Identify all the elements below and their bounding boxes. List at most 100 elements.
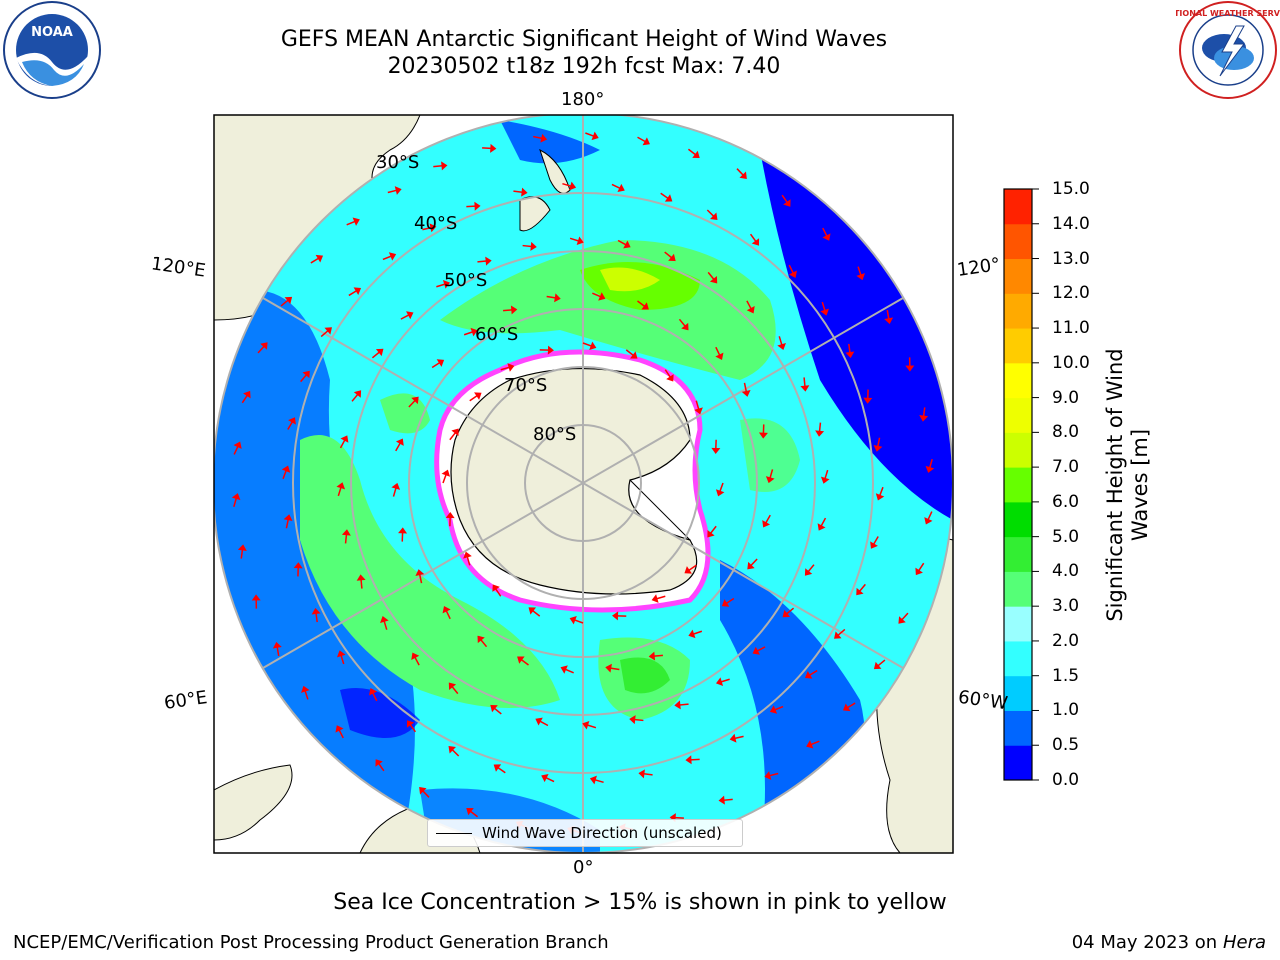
wave-direction-arrowhead (919, 415, 929, 422)
wave-direction-arrowhead (231, 493, 241, 501)
colorbar-segment (1004, 189, 1032, 225)
lat-label-60: 60°S (475, 324, 519, 345)
wave-direction-arrowhead (554, 293, 561, 303)
wave-direction-arrow (233, 445, 239, 455)
wave-direction-arrow (774, 705, 784, 711)
wave-direction-arrowhead (739, 171, 747, 179)
wave-direction-arrowhead (707, 529, 715, 538)
wave-direction-arrow (371, 351, 380, 359)
wave-direction-arrowhead (612, 611, 619, 621)
lat-label-30: 30°S (376, 152, 420, 173)
wave-direction-arrow (810, 740, 820, 746)
wave-direction-arrow (383, 620, 388, 630)
wave-direction-arrowhead (718, 795, 725, 805)
wave-direction-arrowhead (710, 212, 718, 220)
wave-direction-arrowhead (470, 327, 478, 337)
wave-direction-arrow (400, 314, 410, 320)
wave-direction-arrow (720, 678, 730, 683)
colorbar-segment (1004, 362, 1032, 399)
wave-direction-arrowhead (293, 562, 303, 569)
colorbar-tick-label: 10.0 (1052, 352, 1090, 373)
colorbar-tick-label: 15.0 (1052, 179, 1090, 199)
colorbar-tick-label: 12.0 (1052, 283, 1090, 304)
wave-direction-arrow (346, 220, 356, 226)
footer-date: 04 May 2023 on Hera (1071, 932, 1266, 953)
wave-direction-arrowhead (233, 441, 242, 449)
colorbar-tick-label: 11.0 (1052, 318, 1090, 339)
wave-direction-arrowhead (283, 514, 293, 522)
wave-direction-arrow (778, 336, 783, 346)
wave-direction-arrowhead (391, 482, 401, 490)
wave-direction-arrowhead (863, 397, 873, 404)
wave-direction-arrowhead (411, 396, 419, 405)
colorbar-segment (1004, 606, 1032, 642)
wave-direction-arrowhead (448, 682, 457, 691)
wave-direction-arrow (339, 439, 346, 449)
nws-logo: NATIONAL WEATHER SERVICE (1176, 1, 1280, 99)
wave-direction-arrow (466, 556, 471, 566)
colorbar-segment (1004, 571, 1032, 607)
wave-direction-arrowhead (905, 365, 915, 372)
wave-direction-arrow (809, 669, 818, 676)
wave-direction-arrow (803, 377, 806, 387)
wave-direction-arrow (565, 668, 574, 674)
colorbar-segment (1004, 432, 1032, 468)
wave-direction-arrowhead (341, 529, 351, 536)
wave-direction-arrow (857, 266, 862, 276)
wave-direction-arrowhead (528, 607, 537, 615)
wave-direction-arrow (436, 283, 446, 288)
wave-direction-arrowhead (582, 720, 590, 730)
wave-direction-arrowhead (605, 663, 612, 673)
colorbar-title: Significant Height of Wind Waves [m] (1103, 348, 1152, 622)
wave-direction-arrowhead (492, 584, 500, 592)
wave-direction-arrow (276, 646, 280, 657)
caption: Sea Ice Concentration > 15% is shown in … (333, 890, 947, 915)
wave-direction-arrow (707, 271, 715, 280)
wave-direction-arrow (304, 690, 309, 700)
wave-direction-arrow (463, 331, 473, 336)
wave-direction-arrow (433, 165, 443, 168)
wave-direction-arrow (469, 810, 479, 818)
wave-direction-arrow (395, 442, 401, 452)
wave-direction-arrowhead (251, 594, 261, 601)
wave-direction-arrow (315, 613, 318, 623)
wave-direction-arrow (719, 482, 724, 492)
wave-direction-arrowhead (617, 183, 625, 193)
wave-direction-arrowhead (629, 351, 638, 359)
colorbar-tick-label: 0.5 (1052, 735, 1080, 756)
wave-direction-arrow (422, 790, 430, 798)
footer-org: NCEP/EMC/Verification Post Processing Pr… (13, 932, 609, 953)
wave-direction-arrowhead (898, 616, 906, 624)
wave-direction-arrowhead (804, 568, 813, 576)
wave-direction-arrow (877, 437, 881, 447)
wave-direction-arrow (918, 562, 925, 572)
wave-direction-arrow (372, 692, 378, 702)
lon-label-bottom: 0° (573, 857, 594, 878)
wave-direction-arrow (495, 588, 502, 597)
wave-direction-arrowhead (302, 370, 310, 379)
wave-direction-arrowhead (856, 273, 865, 281)
wave-direction-arrow (409, 724, 417, 733)
wave-direction-arrow (678, 318, 686, 327)
wave-direction-arrowhead (715, 489, 725, 497)
wave-direction-arrowhead (716, 677, 724, 686)
colorbar-segment (1004, 675, 1032, 711)
map-legend: Wind Wave Direction (unscaled) (427, 819, 743, 847)
chart-title: GEFS MEAN Antarctic Significant Height o… (280, 27, 888, 52)
wave-direction-arrowhead (406, 311, 414, 320)
colorbar-segment (1004, 328, 1032, 364)
wave-direction-arrow (545, 777, 555, 783)
wave-direction-arrow (414, 656, 420, 666)
wave-direction-arrowhead (541, 773, 549, 783)
wave-direction-arrowhead (415, 569, 425, 576)
wave-direction-arrow (786, 607, 795, 615)
wave-direction-arrowhead (684, 566, 692, 574)
wave-direction-arrow (750, 558, 758, 567)
wave-direction-arrow (562, 182, 572, 187)
wave-direction-arrowhead (419, 787, 427, 795)
wave-direction-arrow (387, 189, 397, 194)
colorbar-segment (1004, 293, 1032, 329)
wave-direction-arrowhead (445, 512, 455, 519)
wave-direction-arrow (746, 300, 752, 310)
wave-direction-arrow (344, 534, 348, 544)
